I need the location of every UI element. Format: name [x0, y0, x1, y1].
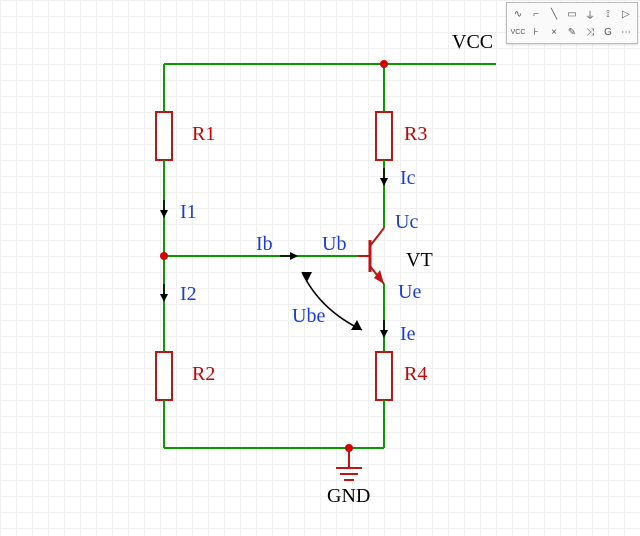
label-ic: Ic — [400, 167, 416, 189]
ground-symbol — [336, 468, 362, 480]
resistor-r2 — [156, 352, 172, 400]
label-gnd: GND — [327, 485, 370, 507]
label-ie: Ie — [400, 323, 416, 345]
label-vcc: VCC — [452, 31, 493, 53]
tool-corner-icon[interactable]: ⌐ — [527, 5, 545, 23]
tool-probe-icon[interactable]: ⟟ — [599, 5, 617, 23]
tool-more-icon[interactable]: ⋯ — [617, 23, 635, 41]
tool-edit-icon[interactable]: ✎ — [563, 23, 581, 41]
label-i1: I1 — [180, 201, 197, 223]
label-ub: Ub — [322, 233, 346, 255]
tool-net-icon[interactable]: ⊦ — [527, 23, 545, 41]
label-r3: R3 — [404, 123, 427, 145]
label-i2: I2 — [180, 283, 197, 305]
label-r4: R4 — [404, 363, 427, 385]
label-ib: Ib — [256, 233, 273, 255]
tool-palette[interactable]: ∿ ⌐ ╲ ▭ ⏚ ⟟ ▷ VCC ⊦ × ✎ ⤨ G ⋯ — [506, 2, 638, 44]
arrow-Ib — [280, 252, 298, 260]
tool-line-icon[interactable]: ╲ — [545, 5, 563, 23]
tool-delete-icon[interactable]: × — [545, 23, 563, 41]
label-ue: Ue — [398, 281, 421, 303]
arrow-Ic — [380, 168, 388, 186]
arc-ube-head1 — [302, 272, 312, 282]
resistor-r4 — [376, 352, 392, 400]
tool-misc-icon[interactable]: G — [599, 23, 617, 41]
arrow-Ie — [380, 320, 388, 338]
tool-move-icon[interactable]: ⤨ — [581, 23, 599, 41]
tool-wire-icon[interactable]: ∿ — [509, 5, 527, 23]
arrow-I2 — [160, 284, 168, 302]
tool-ground-icon[interactable]: ⏚ — [581, 5, 599, 23]
resistor-r1 — [156, 112, 172, 160]
node-base — [160, 252, 168, 260]
label-uc: Uc — [395, 211, 418, 233]
tool-rect-icon[interactable]: ▭ — [563, 5, 581, 23]
arrow-I1 — [160, 200, 168, 218]
tool-gate-icon[interactable]: ▷ — [617, 5, 635, 23]
label-vt: VT — [406, 249, 433, 271]
label-r1: R1 — [192, 123, 215, 145]
tool-vcc-icon[interactable]: VCC — [509, 23, 527, 41]
resistor-r3 — [376, 112, 392, 160]
node-gnd — [345, 444, 353, 452]
label-r2: R2 — [192, 363, 215, 385]
label-ube: Ube — [292, 305, 325, 327]
node-top-right — [380, 60, 388, 68]
schematic-svg: VCC GND R1 R2 R3 R4 VT I1 I2 Ib Ic Ie Uc… — [0, 0, 640, 536]
schematic-canvas: VCC GND R1 R2 R3 R4 VT I1 I2 Ib Ic Ie Uc… — [0, 0, 640, 536]
transistor-vt — [358, 228, 384, 284]
